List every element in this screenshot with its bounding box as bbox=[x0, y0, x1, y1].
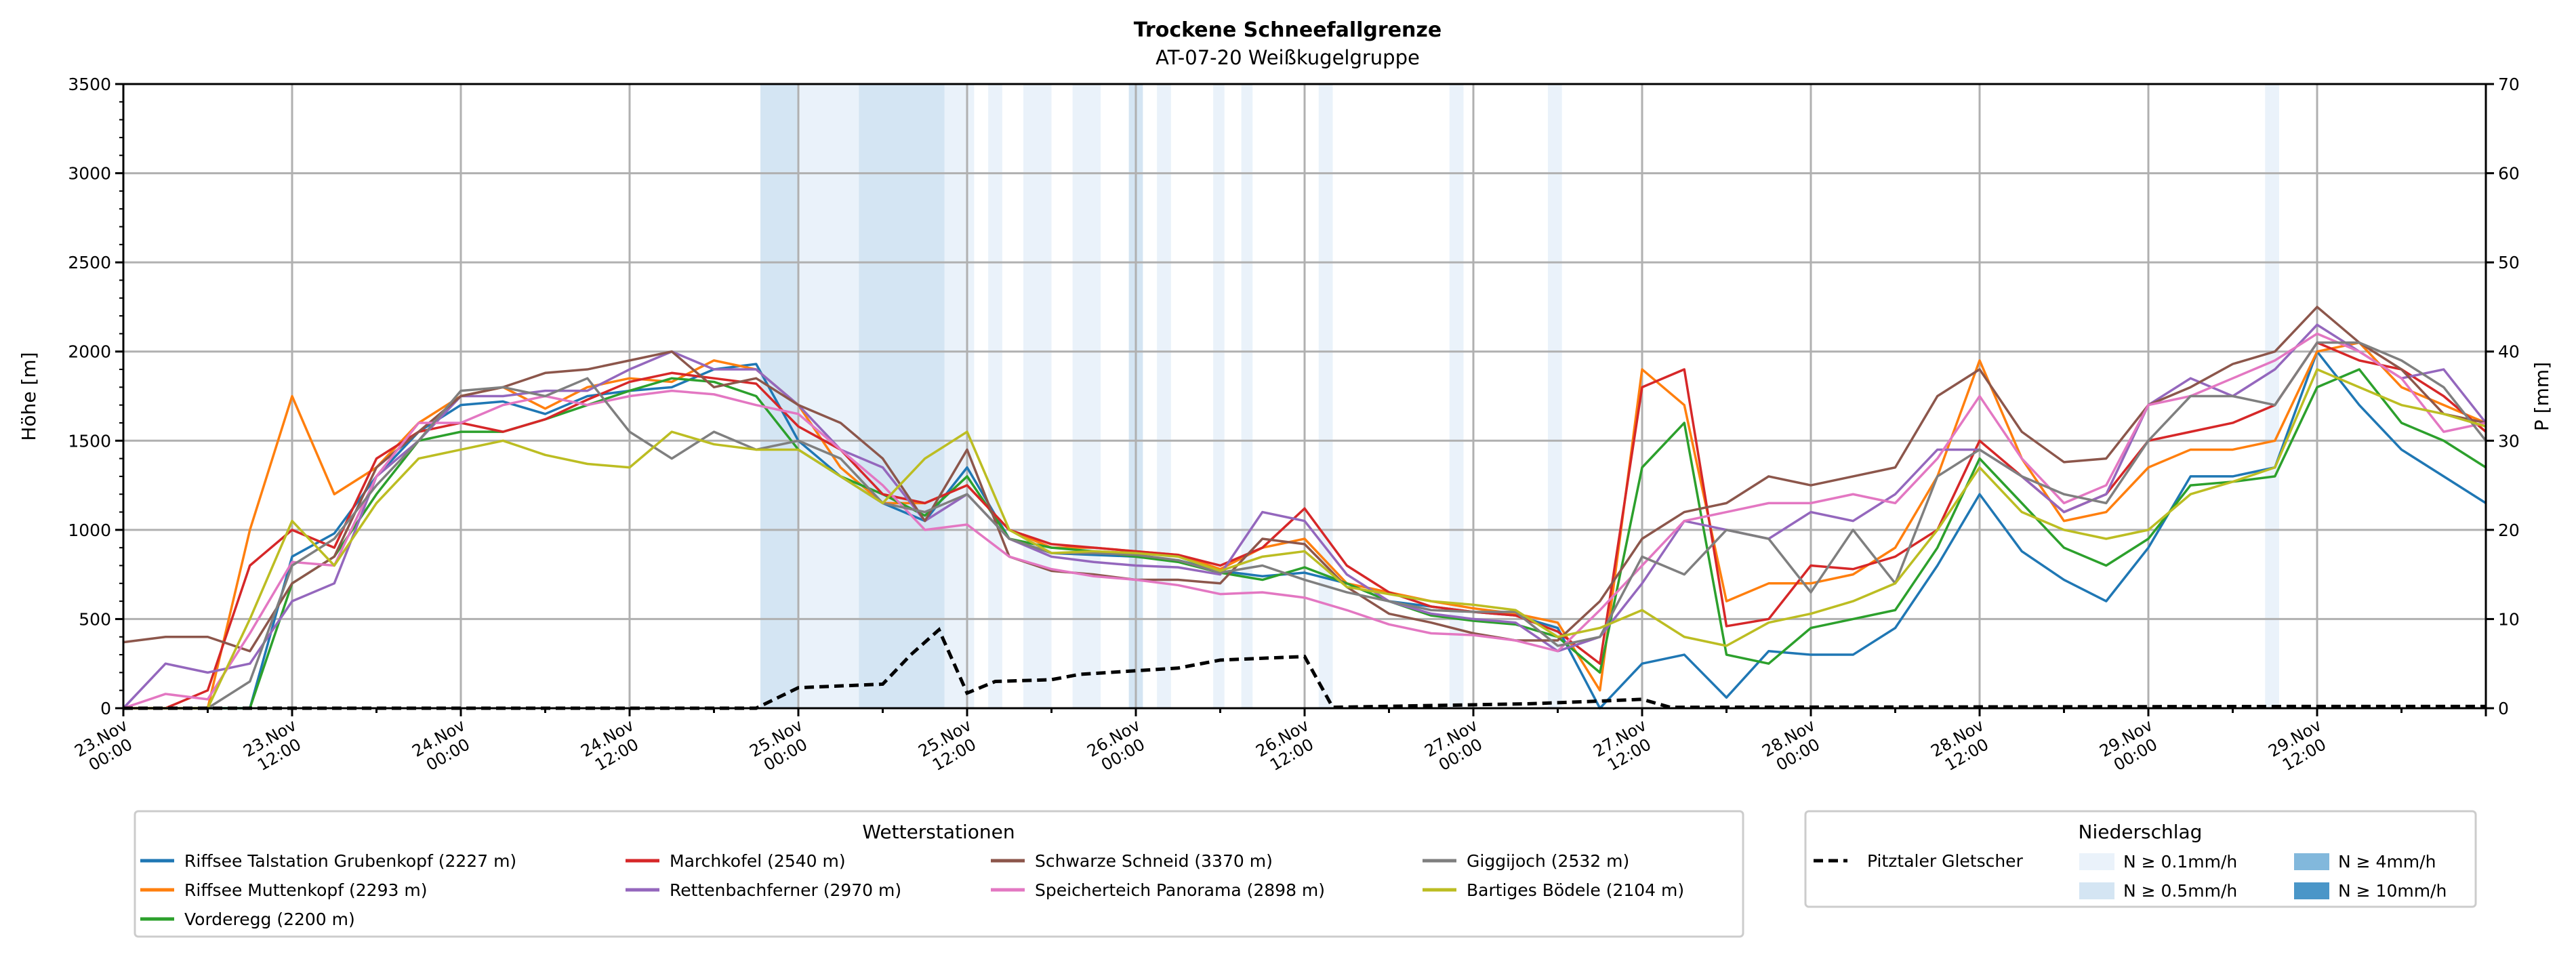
legend-stations: Wetterstationen Riffsee Talstation Grube… bbox=[134, 810, 1744, 938]
legend-precip-level-label: N ≥ 0.1mm/h bbox=[2123, 852, 2237, 872]
precipitation-bands bbox=[760, 84, 2279, 708]
precip-band bbox=[1023, 84, 1052, 708]
precip-band bbox=[1157, 84, 1171, 708]
legend-label: Riffsee Talstation Grubenkopf (2227 m) bbox=[184, 851, 516, 871]
y-right-tick-label: 70 bbox=[2498, 75, 2520, 94]
station-lines bbox=[122, 306, 2487, 710]
legend-precip-level-swatch bbox=[2079, 853, 2114, 870]
series-line bbox=[123, 350, 2487, 710]
y-right-tick-label: 10 bbox=[2498, 609, 2520, 629]
legend-precipitation: Niederschlag Pitztaler Gletscher N ≥ 0.1… bbox=[1804, 810, 2477, 908]
chart-subtitle: AT-07-20 Weißkugelgruppe bbox=[1156, 46, 1420, 69]
precip-series-line bbox=[123, 627, 2486, 710]
precip-band bbox=[1547, 84, 1562, 708]
y-right-tick-label: 30 bbox=[2498, 431, 2520, 451]
precip-band bbox=[1449, 84, 1464, 708]
y-right-tick-label: 20 bbox=[2498, 520, 2520, 540]
y-tick-label: 1000 bbox=[68, 520, 111, 540]
precip-band bbox=[2265, 84, 2279, 708]
series-line bbox=[123, 306, 2487, 653]
series-line bbox=[123, 332, 2487, 710]
legend-label: Schwarze Schneid (3370 m) bbox=[1035, 851, 1273, 871]
precip-band bbox=[1213, 84, 1225, 708]
legend-precip-level-label: N ≥ 0.5mm/h bbox=[2123, 881, 2237, 901]
precipitation-line bbox=[123, 627, 2486, 710]
legend-precip-level-swatch bbox=[2079, 882, 2114, 899]
precip-band bbox=[1241, 84, 1253, 708]
axes: 0 500 1000 1500 2000 2500 3000 3500 0 10 20 30 40 50 6… bbox=[68, 75, 2520, 775]
legend-precip-level-swatch bbox=[2294, 882, 2329, 899]
precip-band bbox=[760, 84, 798, 708]
legend-precip-level-swatch bbox=[2294, 853, 2329, 870]
y-tick-label: 2000 bbox=[68, 342, 111, 362]
legend-precip-station: Pitztaler Gletscher bbox=[1867, 851, 2024, 871]
series-line bbox=[123, 368, 2487, 710]
legend-label: Speicherteich Panorama (2898 m) bbox=[1035, 880, 1325, 900]
y-tick-label: 3000 bbox=[68, 164, 111, 184]
y-tick-label: 2500 bbox=[68, 253, 111, 272]
chart-title: Trockene Schneefallgrenze bbox=[1134, 18, 1442, 42]
legend-stations-title: Wetterstationen bbox=[862, 821, 1015, 843]
precip-band bbox=[988, 84, 1002, 708]
y-right-tick-label: 40 bbox=[2498, 342, 2520, 362]
precip-band bbox=[859, 84, 945, 708]
legend-label: Giggijoch (2532 m) bbox=[1467, 851, 1629, 871]
legend-precip-level-label: N ≥ 4mm/h bbox=[2338, 852, 2436, 872]
legend-precip-level-label: N ≥ 10mm/h bbox=[2338, 881, 2447, 901]
y-axis-label: Höhe [m] bbox=[18, 352, 40, 441]
legend-label: Bartiges Bödele (2104 m) bbox=[1467, 880, 1684, 900]
legend-label: Rettenbachferner (2970 m) bbox=[670, 880, 901, 900]
legend-label: Riffsee Muttenkopf (2293 m) bbox=[184, 880, 427, 900]
y-axis-right-label: P [mm] bbox=[2531, 362, 2553, 431]
legend-label: Marchkofel (2540 m) bbox=[670, 851, 846, 871]
precip-band bbox=[798, 84, 859, 708]
y-right-tick-label: 0 bbox=[2498, 699, 2509, 718]
y-tick-label: 3500 bbox=[68, 75, 111, 94]
y-right-tick-label: 60 bbox=[2498, 164, 2520, 184]
y-tick-label: 500 bbox=[79, 609, 111, 629]
precip-band bbox=[1072, 84, 1101, 708]
y-right-tick-label: 50 bbox=[2498, 253, 2520, 272]
y-tick-label: 1500 bbox=[68, 431, 111, 451]
y-tick-label: 0 bbox=[100, 699, 111, 718]
precip-band bbox=[944, 84, 975, 708]
series-line bbox=[123, 341, 2487, 710]
legend-label: Vorderegg (2200 m) bbox=[184, 909, 355, 929]
precip-band bbox=[1318, 84, 1333, 708]
legend-precip-title: Niederschlag bbox=[2079, 821, 2203, 843]
